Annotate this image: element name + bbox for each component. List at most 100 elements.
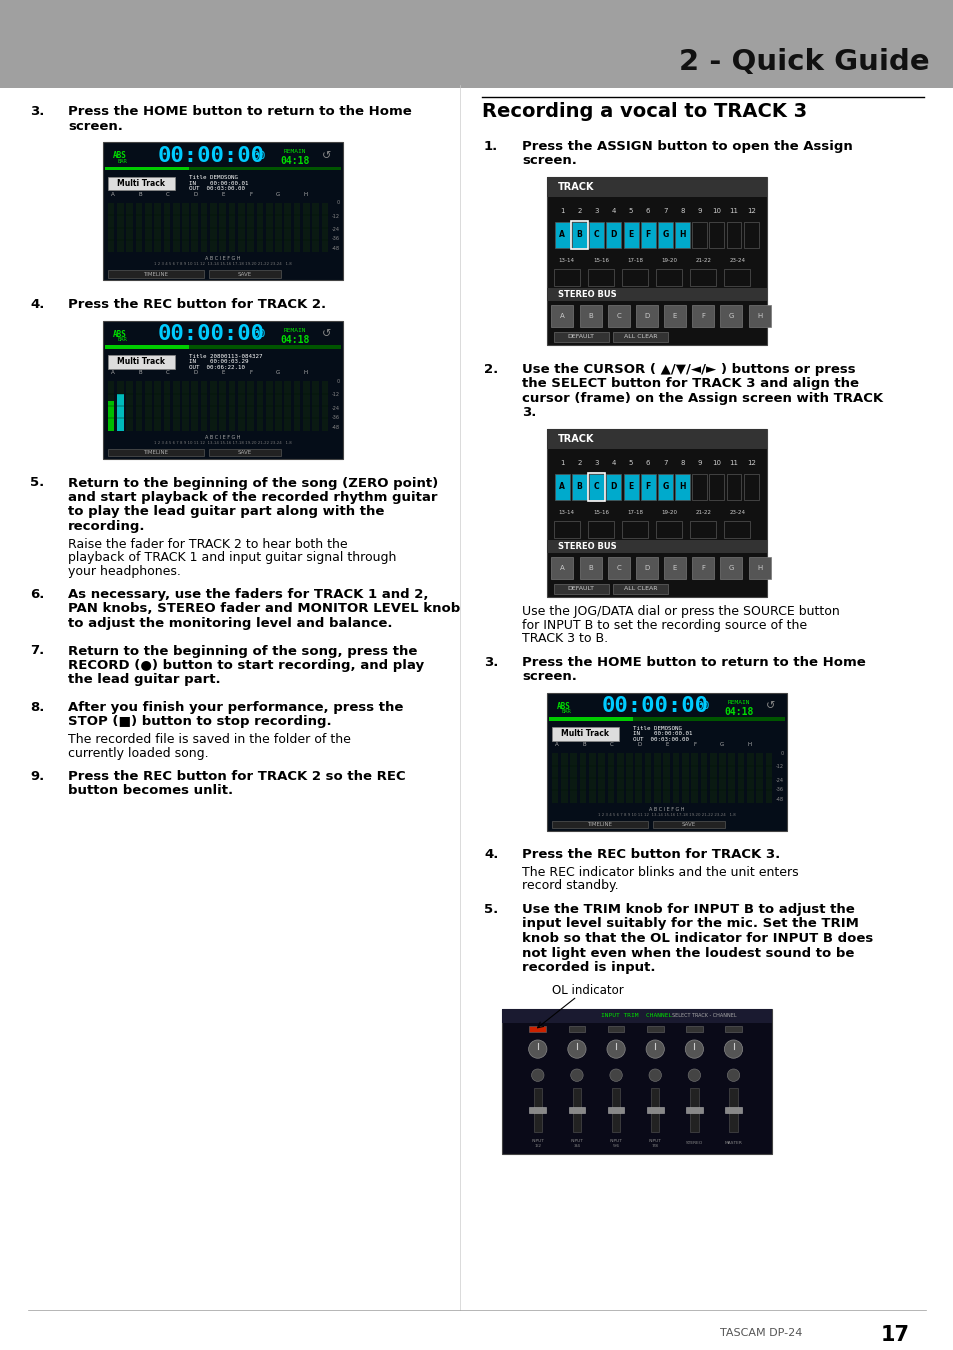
Bar xyxy=(589,474,603,500)
Bar xyxy=(108,448,204,456)
Text: D: D xyxy=(643,313,649,319)
Bar xyxy=(274,202,281,252)
Text: 1: 1 xyxy=(559,459,564,466)
Text: REMAIN: REMAIN xyxy=(283,328,306,332)
Text: for INPUT B to set the recording source of the: for INPUT B to set the recording source … xyxy=(521,618,806,632)
Bar xyxy=(229,202,235,252)
Text: 13-14: 13-14 xyxy=(558,510,575,516)
Text: IN    00:00:00.01: IN 00:00:00.01 xyxy=(190,181,249,186)
Text: D: D xyxy=(610,231,617,239)
Text: 9: 9 xyxy=(697,208,701,213)
Text: Press the HOME button to return to the Home: Press the HOME button to return to the H… xyxy=(68,105,412,117)
Text: 9: 9 xyxy=(697,459,701,466)
Bar xyxy=(658,474,672,500)
Text: 6.: 6. xyxy=(30,589,45,601)
Bar xyxy=(546,288,766,301)
Bar xyxy=(172,202,179,252)
Circle shape xyxy=(570,1069,582,1081)
Text: BAR: BAR xyxy=(117,338,127,343)
Text: Return to the beginning of the song, press the: Return to the beginning of the song, pre… xyxy=(68,644,417,657)
Bar xyxy=(303,202,310,252)
Text: 8: 8 xyxy=(679,208,684,213)
Text: 3: 3 xyxy=(594,208,598,213)
Bar xyxy=(729,1088,737,1131)
Bar xyxy=(192,202,198,252)
Bar xyxy=(652,821,724,829)
Text: IN    00:00:00.01: IN 00:00:00.01 xyxy=(633,732,692,736)
Text: TRACK: TRACK xyxy=(558,182,594,192)
Bar xyxy=(192,381,198,431)
Text: 00: 00 xyxy=(252,329,266,339)
Bar xyxy=(108,381,114,431)
Text: 15-16: 15-16 xyxy=(592,258,608,263)
Text: H: H xyxy=(747,743,751,748)
Text: ↺: ↺ xyxy=(321,151,331,161)
Text: STOP (■) button to stop recording.: STOP (■) button to stop recording. xyxy=(68,716,332,729)
Bar xyxy=(135,202,142,252)
Bar xyxy=(229,381,235,431)
Text: button becomes unlit.: button becomes unlit. xyxy=(68,784,233,798)
Text: 7: 7 xyxy=(662,459,667,466)
Text: D: D xyxy=(193,192,197,197)
Text: knob so that the OL indicator for INPUT B does: knob so that the OL indicator for INPUT … xyxy=(521,931,872,945)
Bar xyxy=(692,223,706,247)
Circle shape xyxy=(531,1069,543,1081)
Bar xyxy=(284,381,291,431)
Text: -36: -36 xyxy=(775,787,782,792)
Text: A: A xyxy=(559,313,564,319)
Bar xyxy=(700,753,706,803)
Text: ALL CLEAR: ALL CLEAR xyxy=(623,333,657,339)
Bar xyxy=(621,521,647,539)
Bar xyxy=(640,474,655,500)
Bar xyxy=(163,202,171,252)
Bar xyxy=(617,753,623,803)
Bar xyxy=(108,401,114,431)
Text: H: H xyxy=(679,482,685,491)
Text: 5.: 5. xyxy=(483,903,497,917)
Bar xyxy=(571,221,587,248)
Text: 00: 00 xyxy=(696,701,709,711)
Text: Press the REC button for TRACK 2.: Press the REC button for TRACK 2. xyxy=(68,298,326,311)
Text: Title DEMOSONG: Title DEMOSONG xyxy=(190,176,238,181)
Text: 2 - Quick Guide: 2 - Quick Guide xyxy=(679,49,929,76)
Bar xyxy=(568,1107,584,1112)
Text: G: G xyxy=(720,743,723,748)
Bar xyxy=(589,223,603,247)
Text: 23-24: 23-24 xyxy=(728,510,744,516)
Bar xyxy=(219,381,226,431)
Bar xyxy=(182,381,189,431)
Bar xyxy=(709,474,723,500)
Text: TIMELINE: TIMELINE xyxy=(143,450,168,455)
Text: G: G xyxy=(661,231,668,239)
Bar xyxy=(209,270,280,278)
Bar xyxy=(256,202,263,252)
Bar xyxy=(723,270,750,286)
Text: TRACK: TRACK xyxy=(558,435,594,444)
Bar xyxy=(607,305,629,327)
Bar xyxy=(570,753,577,803)
Text: BAR: BAR xyxy=(560,709,571,714)
Text: 6: 6 xyxy=(645,208,650,213)
Bar xyxy=(746,753,753,803)
Text: 3.: 3. xyxy=(521,406,536,420)
Bar xyxy=(321,381,328,431)
Bar xyxy=(726,474,740,500)
Text: 04:18: 04:18 xyxy=(280,335,310,344)
Text: 0: 0 xyxy=(335,200,339,205)
Bar xyxy=(555,223,569,247)
Bar xyxy=(145,381,152,431)
Text: F: F xyxy=(700,564,704,571)
Text: SAVE: SAVE xyxy=(680,822,695,828)
Bar xyxy=(607,556,629,579)
Text: B: B xyxy=(588,564,593,571)
Bar xyxy=(546,429,766,597)
Bar xyxy=(748,305,770,327)
Text: -36: -36 xyxy=(331,414,339,420)
Bar xyxy=(553,332,608,342)
Bar xyxy=(572,1088,580,1131)
Bar xyxy=(743,474,758,500)
Text: G: G xyxy=(661,482,668,491)
Bar xyxy=(108,202,114,252)
Bar xyxy=(572,474,586,500)
Text: 4: 4 xyxy=(611,459,616,466)
